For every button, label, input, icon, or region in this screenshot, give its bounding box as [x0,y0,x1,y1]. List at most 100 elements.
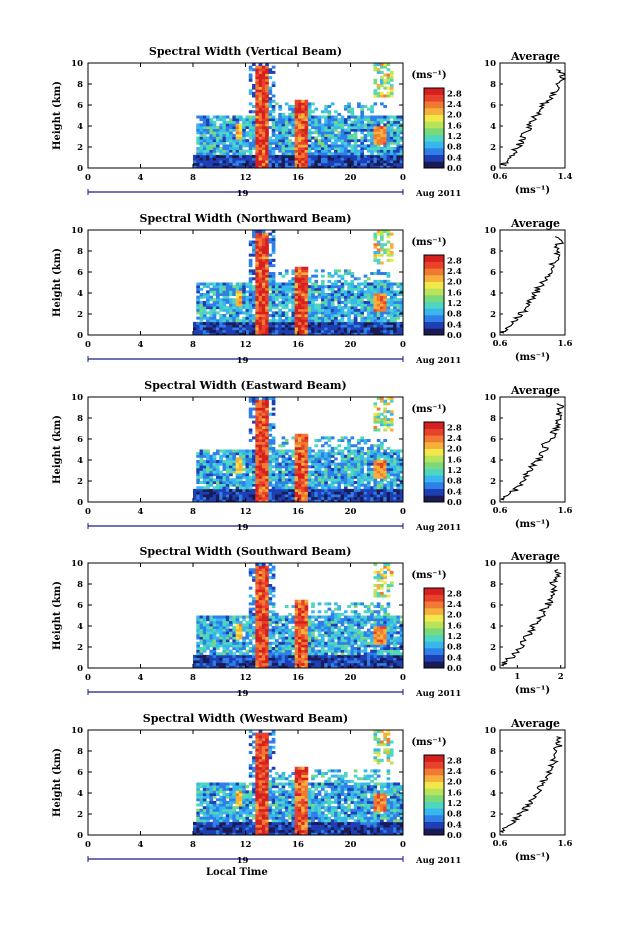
heatmap-cell [357,470,361,474]
heatmap-cell [238,665,243,669]
heatmap-cell [307,120,312,124]
heatmap-cell [202,452,207,456]
heatmap-cell [357,486,361,490]
heatmap-cell [334,470,338,474]
heatmap-cell [314,149,319,153]
heatmap-cell [366,282,371,286]
heatmap-cell [261,70,266,74]
heatmap-cell [232,644,237,648]
heatmap-cell [304,491,309,495]
heatmap-cell [291,120,296,124]
heatmap-cell [222,115,227,119]
heatmap-cell [245,126,250,130]
heatmap-cell [360,467,365,471]
colorbar-swatch [424,275,444,282]
heatmap-cell [360,120,365,124]
heatmap-cell [252,457,256,461]
heatmap-cell [343,154,348,158]
heatmap-cell [291,160,296,164]
heatmap-cell [317,165,322,169]
heatmap-cell [314,316,319,320]
heatmap-cell [248,460,253,464]
heatmap-cell [317,327,322,331]
heatmap-cell [206,478,210,482]
heatmap-cell [258,628,263,632]
heatmap-cell [366,115,371,119]
heatmap-cell [265,76,269,80]
heatmap-cell [232,657,237,661]
heatmap-cell [353,287,358,291]
heatmap-cell [235,467,240,471]
heatmap-cell [245,626,250,630]
heatmap-cell [229,644,233,648]
heatmap-cell [347,439,351,443]
heatmap-cell [334,475,338,479]
heatmap-cell [261,240,266,244]
heatmap-cell [271,290,276,294]
profile-y-tick-label: 10 [484,59,496,69]
heatmap-cell [334,481,338,485]
heatmap-cell [357,162,361,166]
heatmap-cell [343,144,348,148]
heatmap-cell [275,454,279,458]
heatmap-cell [380,84,384,88]
heatmap-cell [215,467,220,471]
heatmap-cell [235,139,240,143]
heatmap-cells [193,230,404,336]
heatmap-cell [284,126,289,130]
heatmap-cell [363,128,368,132]
heatmap-cell [225,165,230,169]
heatmap-cell [235,473,240,477]
heatmap-cell [265,332,269,336]
heatmap-cell [209,633,214,637]
heatmap-cell [320,306,325,310]
heatmap-cell [307,149,312,153]
heatmap-cell [255,594,260,598]
heatmap-cell [225,126,230,130]
heatmap-cell [219,631,223,635]
heatmap-cell [311,303,315,307]
heatmap-cell [307,287,312,291]
heatmap-cell [209,483,214,487]
heatmap-cell [235,316,240,320]
heatmap-cell [311,486,315,490]
heatmap-cell [298,327,302,331]
heatmap-cell [360,488,365,492]
heatmap-cell [314,473,319,477]
heatmap-cell [261,402,266,406]
heatmap-cell [265,412,269,416]
heatmap-cell [265,112,269,116]
heatmap-cell [242,623,246,627]
heatmap-cell [238,462,243,466]
heatmap-cell [265,149,269,153]
heatmap-cell [350,144,355,148]
heatmap-cell [343,272,348,276]
heatmap-cell [304,446,309,450]
heatmap-cell [343,473,348,477]
heatmap-cell [278,491,282,495]
colorbar-tick-label: 2.8 [447,256,462,266]
heatmap-cell [350,128,355,132]
heatmap-cell [235,488,240,492]
heatmap-cell [212,290,217,294]
colorbar-swatch [424,268,444,276]
heatmap-cell [314,329,319,333]
heatmap-cell [275,139,279,143]
heatmap-cell [386,68,391,72]
heatmap-cell [294,481,299,485]
heatmap-cell [235,647,240,651]
x-tick-label: 4 [138,173,144,183]
heatmap-cell [242,149,246,153]
heatmap-cell [380,282,384,286]
heatmap-cell [370,282,374,286]
heatmap-cell [235,285,240,289]
heatmap-cell [252,415,256,419]
heatmap-cell [304,279,309,283]
heatmap-cell [396,128,401,132]
colorbar-tick-label: 2.0 [447,278,462,288]
heatmap-cell [206,641,210,645]
heatmap-cell [357,282,361,286]
heatmap-cell [245,123,250,127]
heatmap-cell [370,321,374,325]
heatmap-cell [255,591,260,595]
